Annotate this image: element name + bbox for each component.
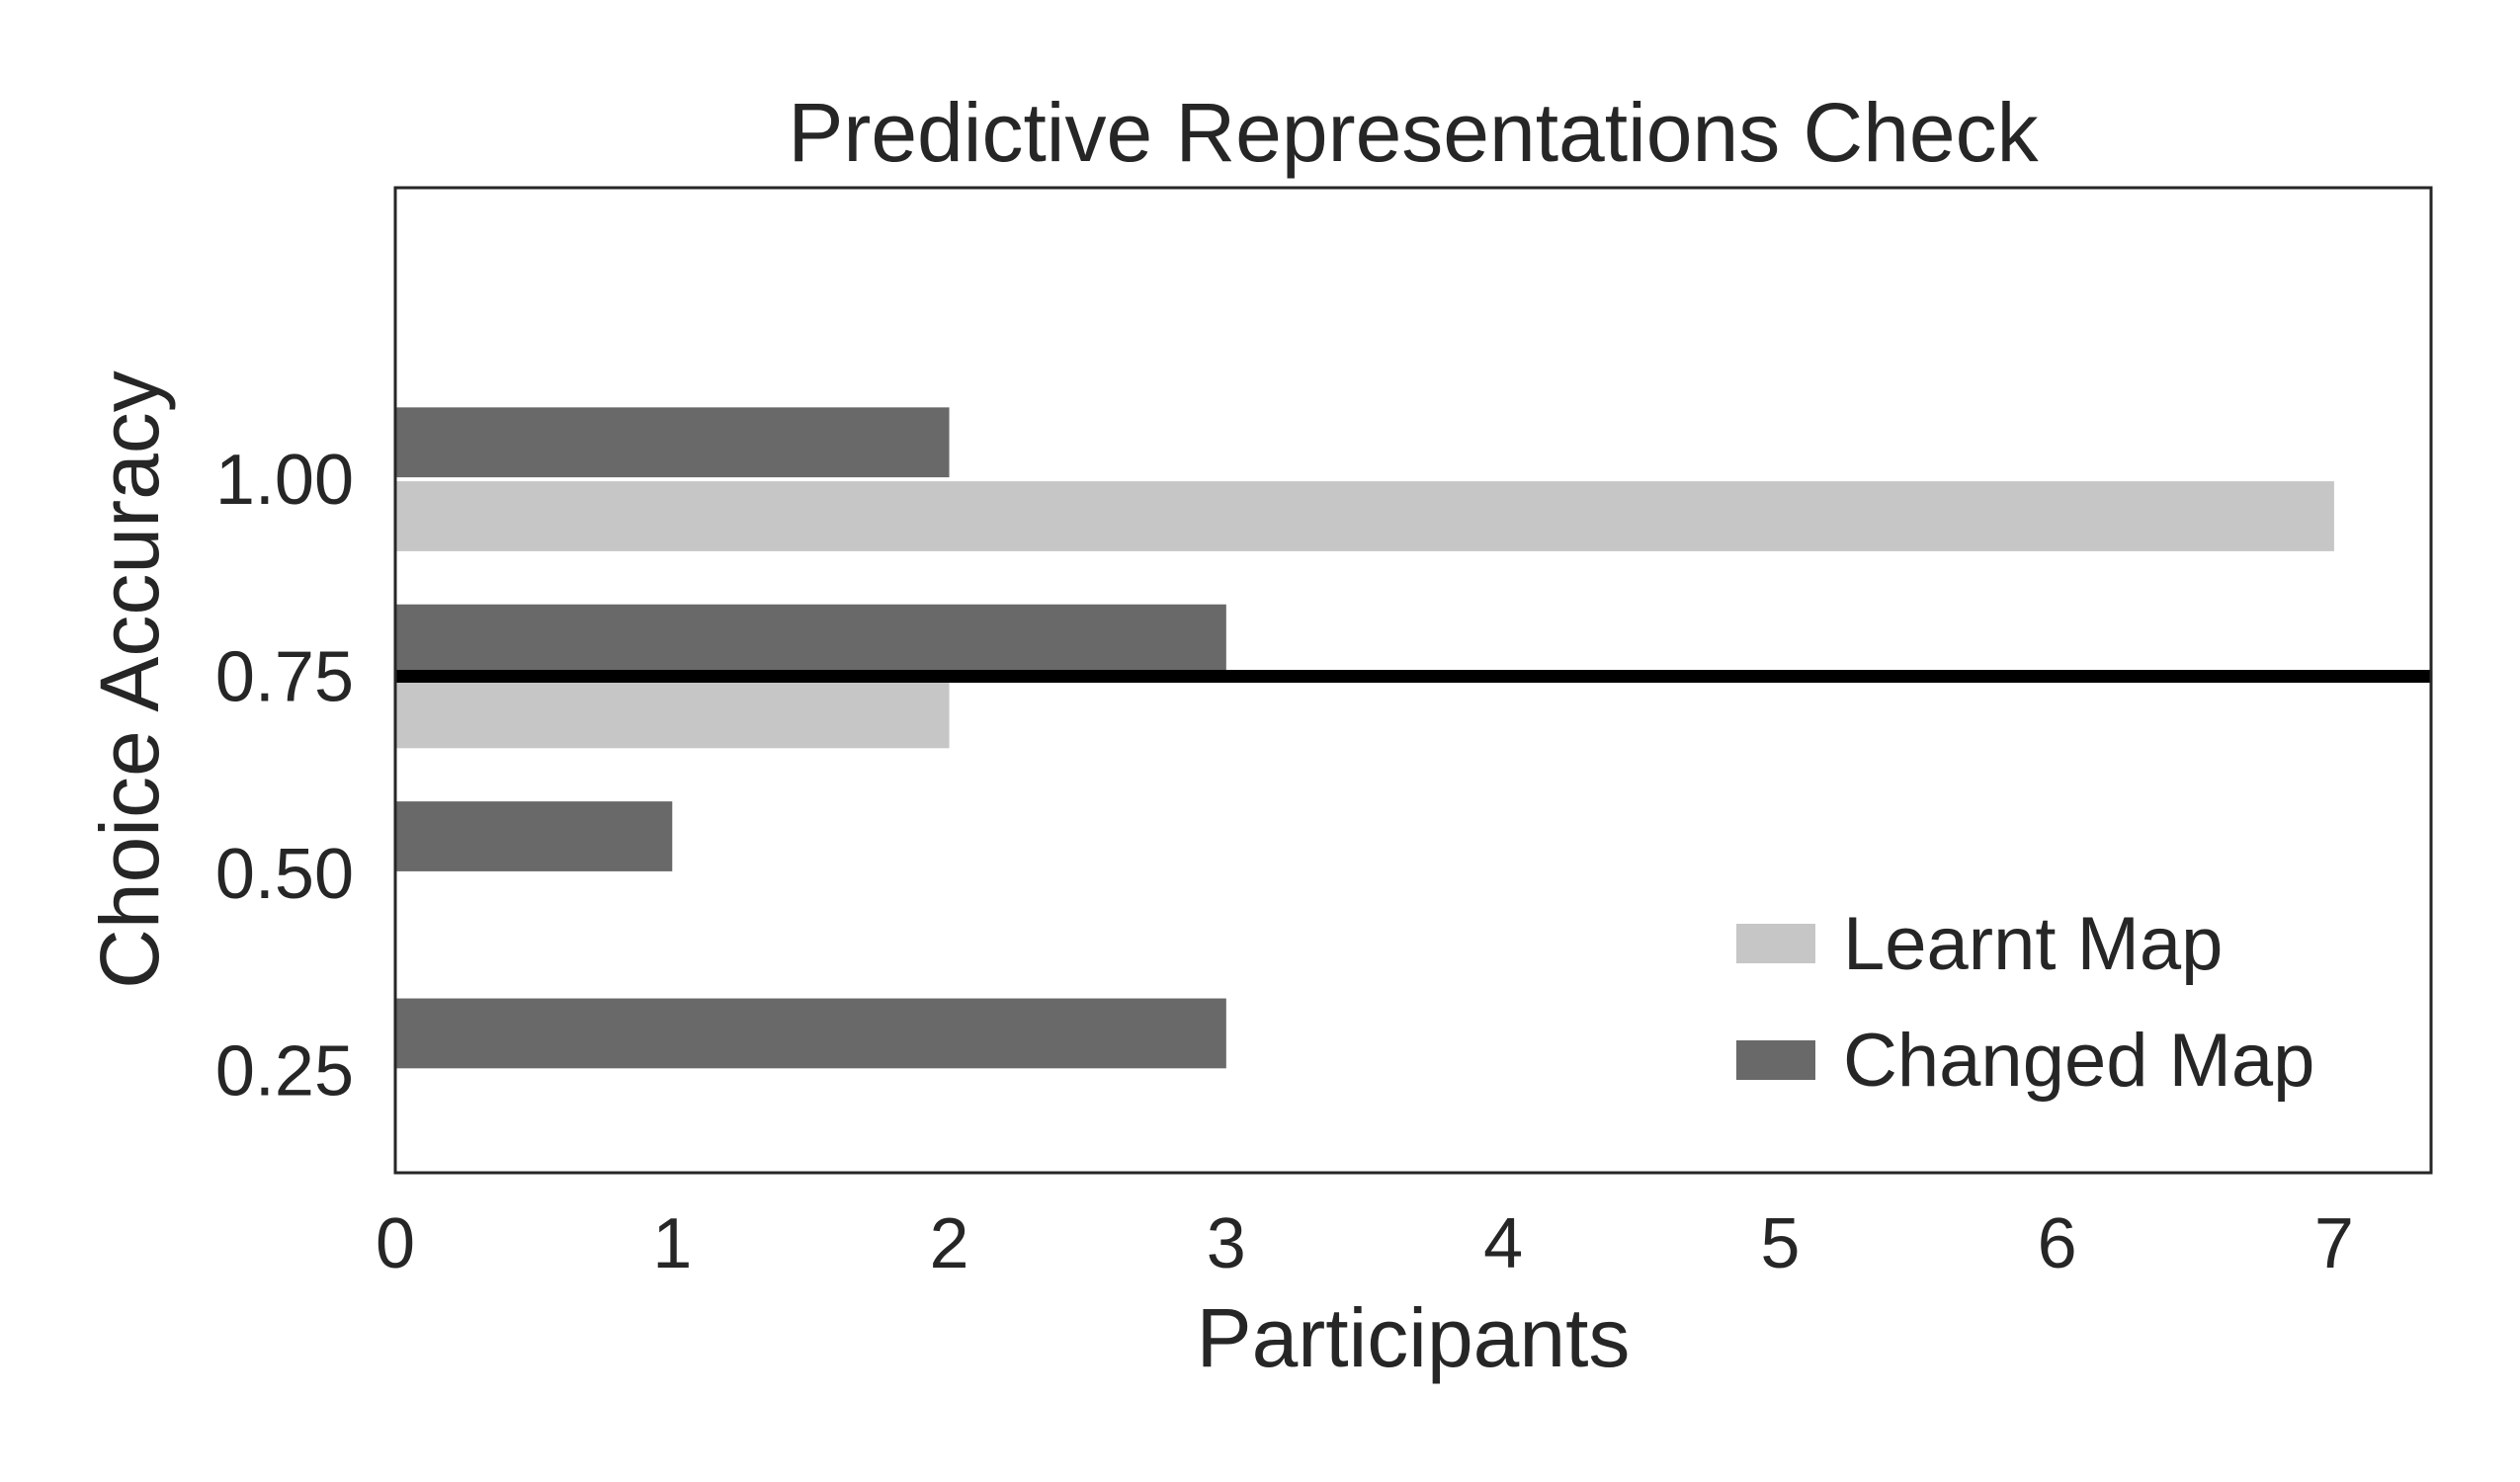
- legend-label-changed-map: Changed Map: [1843, 1019, 2314, 1103]
- plot-frame: [393, 186, 2433, 1175]
- legend-swatch-changed-map: [1736, 1040, 1815, 1080]
- y-tick-label: 1.00: [215, 441, 354, 520]
- x-axis-label: Participants: [1197, 1291, 1631, 1384]
- bar-learnt-map-0.75: [395, 678, 950, 749]
- x-tick-label: 0: [376, 1204, 415, 1283]
- x-tick-label: 1: [652, 1204, 692, 1283]
- x-tick-label: 6: [2038, 1204, 2077, 1283]
- y-axis-label: Choice Accuracy: [83, 370, 176, 989]
- x-tick-label: 7: [2314, 1204, 2354, 1283]
- x-tick-label: 3: [1207, 1204, 1246, 1283]
- bars-layer: [395, 407, 2334, 1069]
- bar-changed-map-1.00: [395, 407, 950, 478]
- legend-swatch-learnt-map: [1736, 924, 1815, 963]
- y-tick-label: 0.25: [215, 1031, 354, 1111]
- bar-changed-map-0.25: [395, 998, 1226, 1069]
- x-tick-label: 2: [930, 1204, 969, 1283]
- legend: Learnt Map Changed Map: [1736, 902, 2314, 1103]
- bar-learnt-map-1.00: [395, 481, 2334, 551]
- y-tick-label: 0.50: [215, 835, 354, 914]
- x-tick-labels: 0 1 2 3 4 5 6 7: [376, 1204, 2354, 1283]
- x-tick-label: 4: [1483, 1204, 1523, 1283]
- legend-label-learnt-map: Learnt Map: [1843, 902, 2223, 986]
- bar-changed-map-0.75: [395, 604, 1226, 675]
- x-tick-label: 5: [1760, 1204, 1800, 1283]
- bar-changed-map-0.50: [395, 801, 673, 871]
- y-tick-label: 0.75: [215, 638, 354, 717]
- chart-title: Predictive Representations Check: [788, 86, 2039, 179]
- y-tick-labels: 0.25 0.50 0.75 1.00: [215, 441, 354, 1111]
